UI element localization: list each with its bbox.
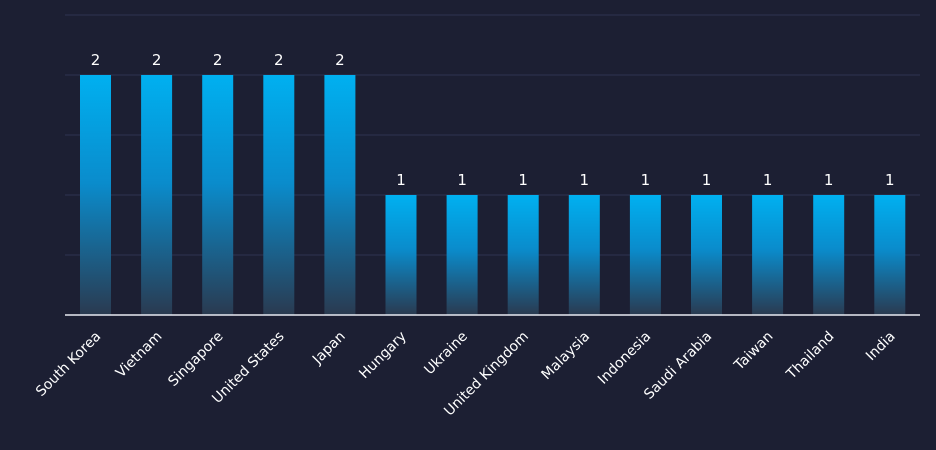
x-tick-label: Ukraine xyxy=(421,329,471,379)
bar xyxy=(752,195,784,315)
bar xyxy=(141,75,173,315)
bar xyxy=(568,195,600,315)
bar xyxy=(874,195,906,315)
x-tick-label: Singapore xyxy=(165,329,226,390)
bar xyxy=(385,195,417,315)
x-tick-label: Indonesia xyxy=(595,329,654,388)
x-tick-label: Malaysia xyxy=(539,329,594,384)
data-label: 2 xyxy=(213,51,223,69)
x-tick-label: India xyxy=(863,329,899,365)
x-tick-label: Thailand xyxy=(783,329,838,384)
data-label: 1 xyxy=(457,171,467,189)
bar xyxy=(813,195,845,315)
bar xyxy=(446,195,478,315)
data-label: 2 xyxy=(274,51,284,69)
bar xyxy=(629,195,661,315)
data-label: 1 xyxy=(702,171,712,189)
bar xyxy=(202,75,234,315)
bar xyxy=(507,195,539,315)
x-tick-label: Taiwan xyxy=(731,329,777,375)
data-label: 1 xyxy=(763,171,773,189)
data-labels: 2 2 2 2 2 1 1 1 1 1 1 1 1 1 xyxy=(91,51,895,189)
data-label: 1 xyxy=(641,171,651,189)
data-label: 1 xyxy=(885,171,895,189)
x-tick-label: Vietnam xyxy=(113,329,166,382)
bars xyxy=(80,75,906,315)
bar xyxy=(324,75,356,315)
x-tick-label: South Korea xyxy=(33,329,104,400)
bar xyxy=(691,195,722,315)
x-tick-label: Japan xyxy=(309,329,349,369)
data-label: 2 xyxy=(152,51,162,69)
grid-lines xyxy=(65,14,920,256)
data-label: 2 xyxy=(91,51,101,69)
x-tick-label: Hungary xyxy=(356,329,410,383)
data-label: 1 xyxy=(824,171,834,189)
data-label: 2 xyxy=(335,51,345,69)
bar xyxy=(80,75,111,315)
data-label: 1 xyxy=(396,171,406,189)
data-label: 1 xyxy=(580,171,590,189)
bar xyxy=(263,75,295,315)
data-label: 1 xyxy=(518,171,528,189)
